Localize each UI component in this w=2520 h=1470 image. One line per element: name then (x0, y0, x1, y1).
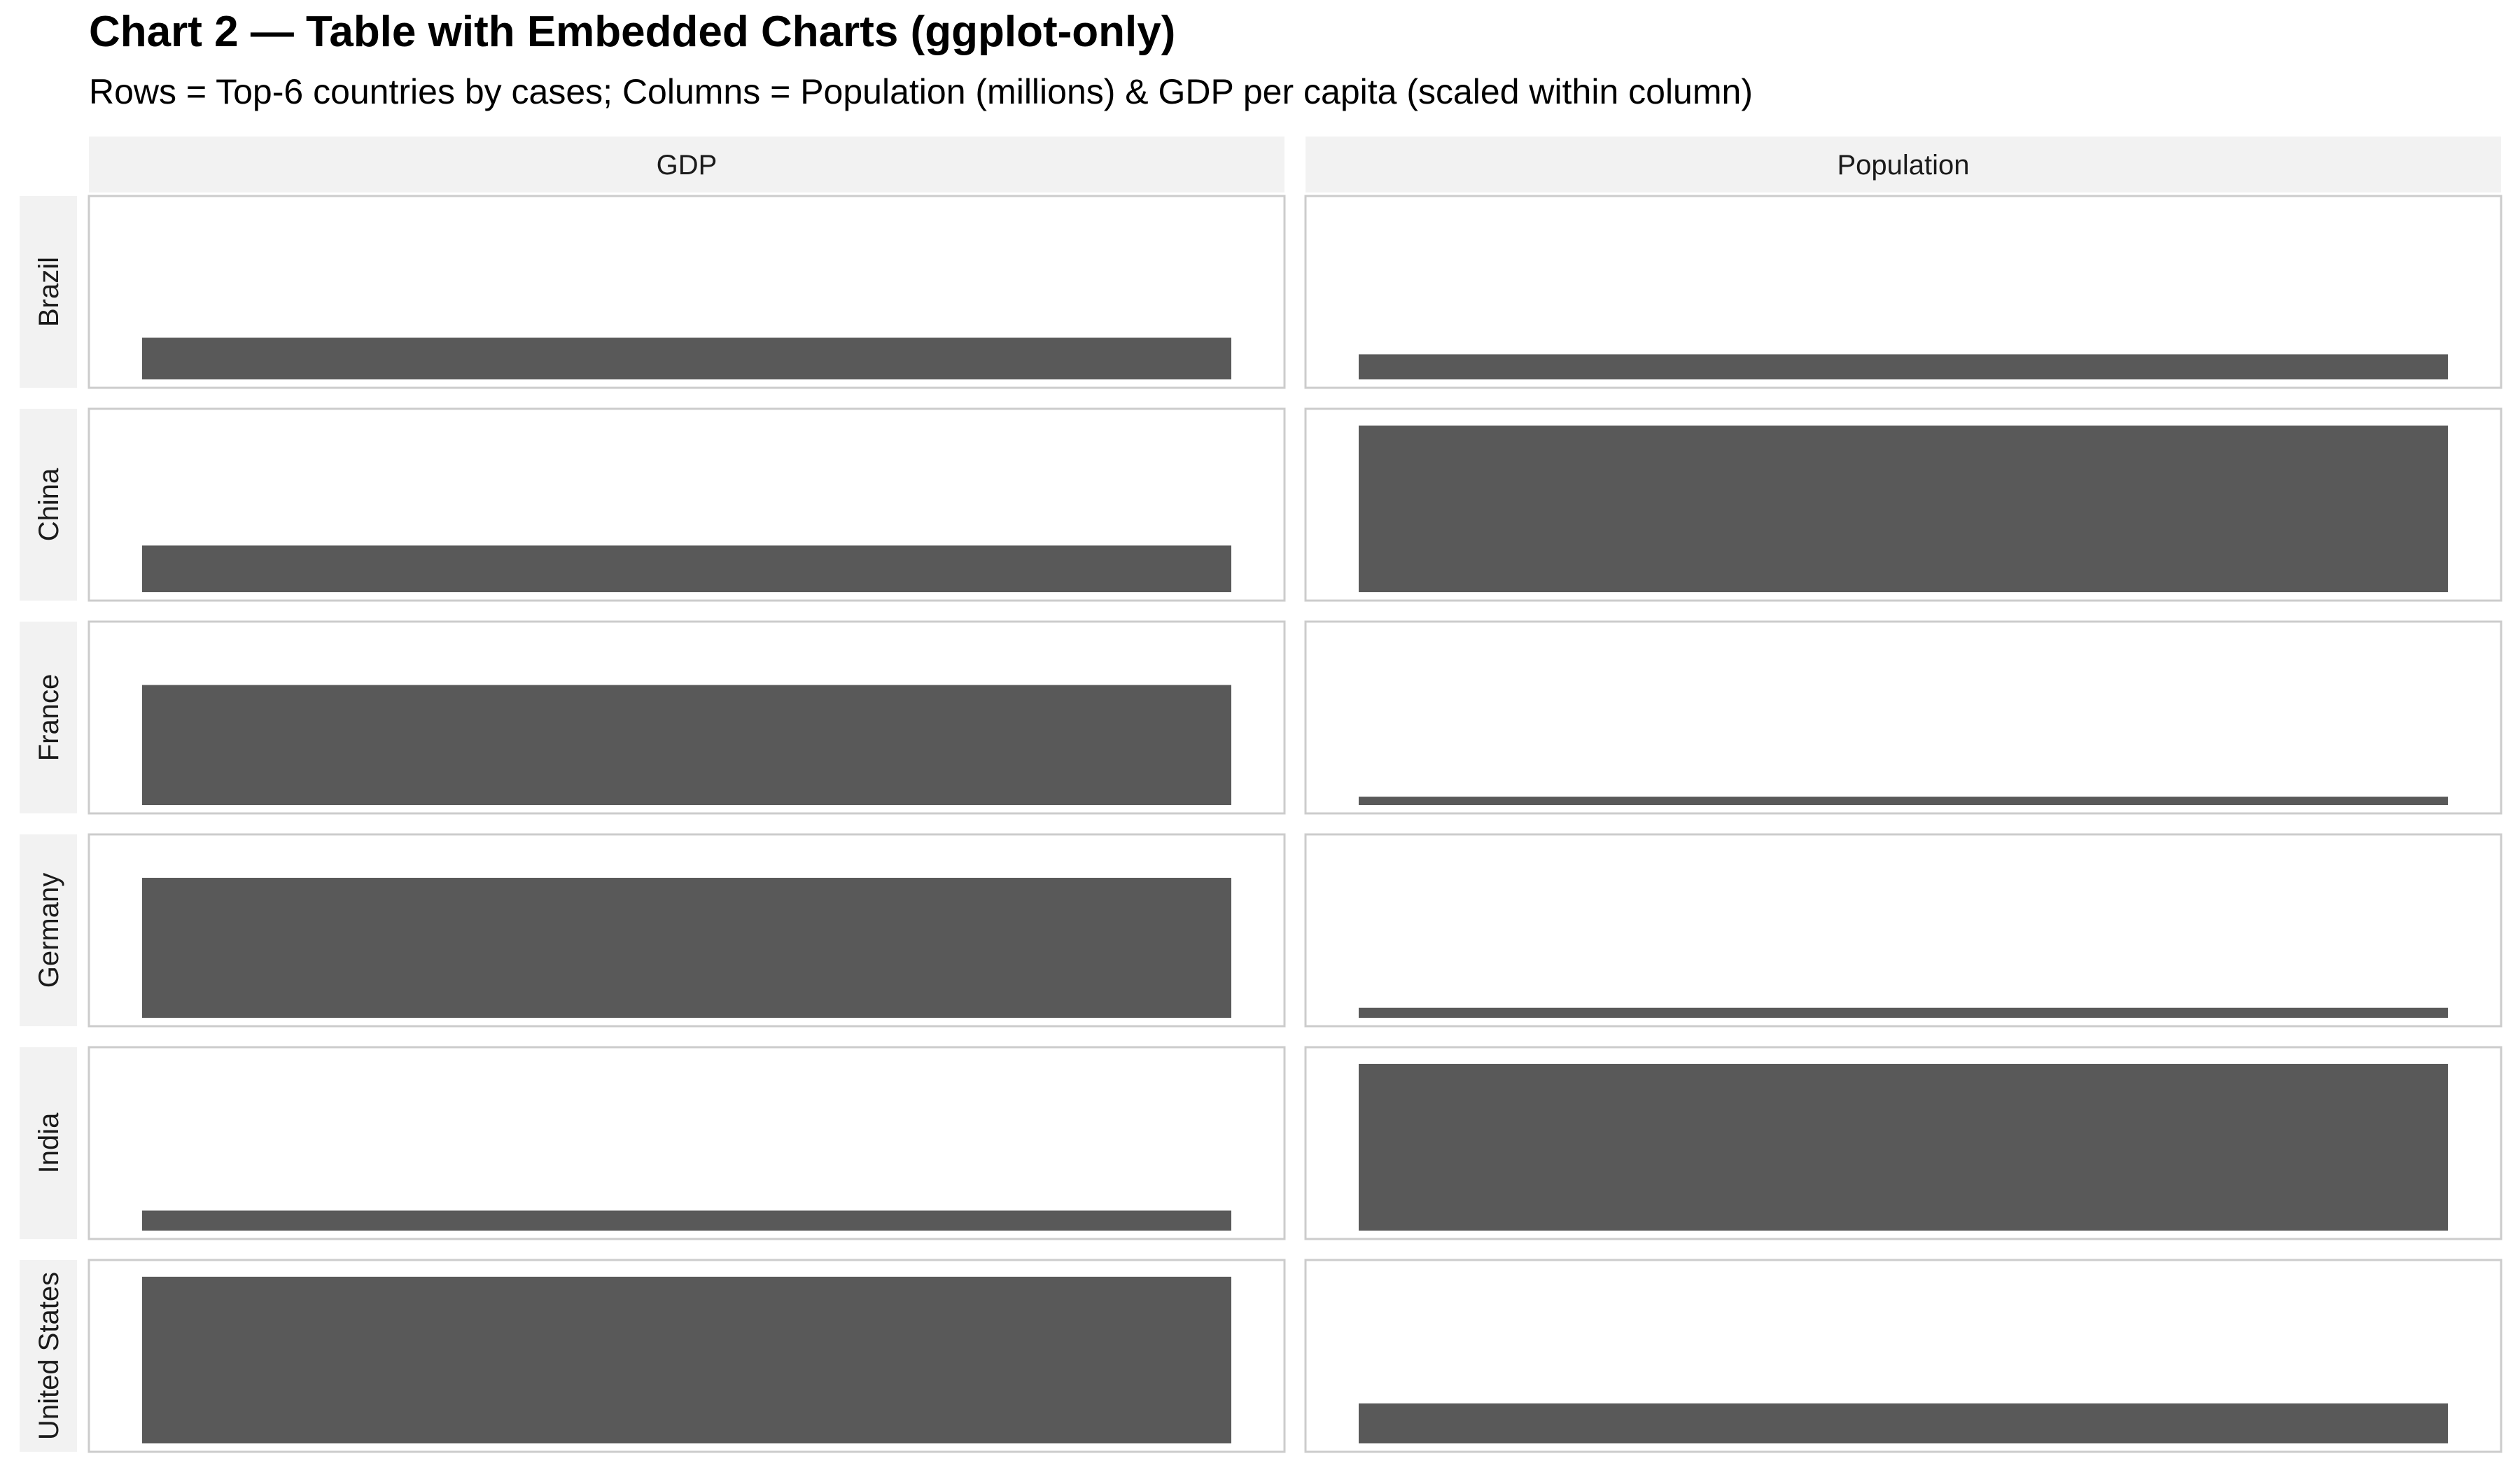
column-strip-population (1306, 136, 2501, 192)
bar-brazil-population (1359, 354, 2448, 379)
panel-india-gdp (88, 1046, 1286, 1240)
column-strip-label-population: Population (1837, 150, 1969, 181)
bar-united-states-population (1359, 1403, 2448, 1443)
row-strip-china (20, 409, 77, 601)
bar-china-population (1359, 425, 2448, 592)
bar-united-states-gdp (142, 1276, 1231, 1443)
bar-china-gdp (142, 545, 1231, 592)
column-strip-label-gdp: GDP (657, 150, 718, 181)
panel-germany-population (1304, 833, 2502, 1028)
bar-germany-population (1359, 1007, 2448, 1018)
bar-france-gdp (142, 685, 1231, 805)
bar-france-population (1359, 797, 2448, 805)
row-strip-label-germany: Germany (34, 873, 64, 988)
bar-germany-gdp (142, 878, 1231, 1018)
row-strip-label-brazil: Brazil (34, 257, 64, 327)
row-strip-france (20, 622, 77, 813)
chart-subtitle: Rows = Top-6 countries by cases; Columns… (89, 72, 1753, 111)
row-strip-label-china: China (34, 468, 64, 541)
bar-india-population (1359, 1063, 2448, 1231)
row-strip-label-india: India (34, 1112, 64, 1173)
row-strip-label-france: France (34, 674, 64, 762)
chart-title: Chart 2 — Table with Embedded Charts (gg… (89, 8, 1176, 56)
row-strip-label-united-states: United States (34, 1272, 64, 1440)
bar-india-gdp (142, 1210, 1231, 1231)
row-strip-brazil (20, 196, 77, 388)
row-strip-india (20, 1047, 77, 1239)
panel-france-population (1304, 620, 2502, 815)
bar-brazil-gdp (142, 337, 1231, 379)
column-strip-gdp (89, 136, 1284, 192)
row-strip-united-states (20, 1260, 77, 1452)
row-strip-germany (20, 834, 77, 1026)
